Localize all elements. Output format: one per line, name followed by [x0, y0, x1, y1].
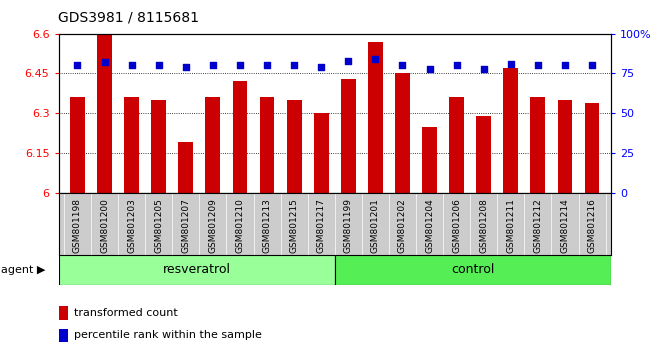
Text: GSM801211: GSM801211 [506, 198, 515, 253]
Point [235, 63, 245, 68]
Text: GSM801212: GSM801212 [534, 198, 542, 253]
Bar [530, 97, 545, 193]
Text: GSM801216: GSM801216 [588, 198, 597, 253]
Bar [422, 127, 437, 193]
Bar [259, 97, 274, 193]
Text: GSM801202: GSM801202 [398, 198, 407, 253]
Bar [97, 34, 112, 193]
Point [533, 63, 543, 68]
Point [424, 66, 435, 72]
Bar [503, 68, 518, 193]
Point [153, 63, 164, 68]
Point [343, 58, 354, 64]
Bar [70, 97, 85, 193]
Text: GSM801207: GSM801207 [181, 198, 190, 253]
Point [289, 63, 299, 68]
Text: GSM801210: GSM801210 [235, 198, 244, 253]
Point [478, 66, 489, 72]
Point [126, 63, 137, 68]
Bar [335, 255, 611, 285]
Text: control: control [451, 263, 495, 276]
Text: GSM801215: GSM801215 [290, 198, 298, 253]
Bar [151, 100, 166, 193]
Point [181, 64, 191, 70]
Text: GSM801208: GSM801208 [479, 198, 488, 253]
Text: agent ▶: agent ▶ [1, 265, 46, 275]
Point [451, 63, 462, 68]
Bar [124, 97, 139, 193]
Bar [476, 116, 491, 193]
Point [560, 63, 570, 68]
Text: transformed count: transformed count [74, 308, 177, 318]
Point [397, 63, 408, 68]
Text: GSM801201: GSM801201 [371, 198, 380, 253]
Text: GSM801203: GSM801203 [127, 198, 136, 253]
Point [208, 63, 218, 68]
Bar [287, 100, 302, 193]
Bar [233, 81, 248, 193]
Text: GSM801206: GSM801206 [452, 198, 461, 253]
Point [99, 59, 110, 65]
Bar [449, 97, 464, 193]
Bar [178, 142, 193, 193]
Bar [395, 73, 410, 193]
Bar [341, 79, 356, 193]
Bar [58, 255, 335, 285]
Bar [368, 41, 383, 193]
Text: GSM801205: GSM801205 [154, 198, 163, 253]
Text: resveratrol: resveratrol [162, 263, 231, 276]
Bar [205, 97, 220, 193]
Point [262, 63, 272, 68]
Text: GSM801199: GSM801199 [344, 198, 353, 253]
Bar [58, 329, 68, 342]
Point [72, 63, 83, 68]
Point [316, 64, 326, 70]
Text: GSM801209: GSM801209 [209, 198, 217, 253]
Point [370, 56, 381, 62]
Text: GDS3981 / 8115681: GDS3981 / 8115681 [58, 11, 200, 25]
Text: GSM801198: GSM801198 [73, 198, 82, 253]
Point [587, 63, 597, 68]
Text: percentile rank within the sample: percentile rank within the sample [74, 330, 262, 341]
Bar [58, 307, 68, 320]
Text: GSM801200: GSM801200 [100, 198, 109, 253]
Bar [558, 100, 573, 193]
Text: GSM801213: GSM801213 [263, 198, 272, 253]
Bar [314, 113, 329, 193]
Text: GSM801217: GSM801217 [317, 198, 326, 253]
Bar [584, 103, 599, 193]
Text: GSM801204: GSM801204 [425, 198, 434, 253]
Text: GSM801214: GSM801214 [560, 198, 569, 253]
Point [506, 61, 516, 67]
